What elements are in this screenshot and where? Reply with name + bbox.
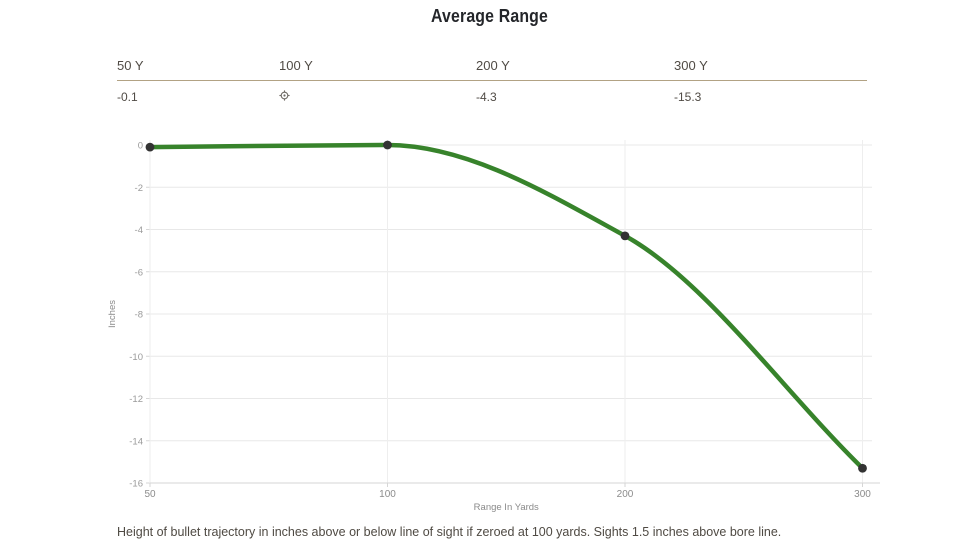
summary-value-300y: -15.3 [674,90,702,104]
summary-values-row: -0.1 -4.3 -15.3 [117,81,867,105]
y-tick-label: -12 [129,394,143,405]
trajectory-summary-table: 50 Y 100 Y 200 Y 300 Y -0.1 [117,58,867,105]
page-title: Average Range [430,6,548,26]
y-tick-label: -16 [129,479,143,490]
data-point-marker[interactable] [383,140,392,150]
y-tick-label: -10 [129,352,143,363]
y-axis-title: Inches [107,300,118,328]
summary-header-row: 50 Y 100 Y 200 Y 300 Y [117,58,867,81]
summary-value-100y [279,90,476,105]
scope-icon [279,90,290,105]
summary-value-200y: -4.3 [476,90,497,104]
summary-header-300y: 300 Y [674,58,708,73]
data-point-marker[interactable] [858,463,867,473]
summary-header-100y: 100 Y [279,58,313,73]
y-tick-label: -2 [135,183,143,194]
x-tick-label: 200 [617,489,634,500]
y-tick-label: -8 [135,310,143,321]
summary-header-50y: 50 Y [117,58,144,73]
y-tick-label: -4 [135,225,143,236]
y-tick-label: -6 [135,267,143,278]
y-tick-label: 0 [138,141,143,152]
summary-value-50y: -0.1 [117,90,138,104]
data-point-marker[interactable] [620,231,630,241]
x-axis-title: Range In Yards [474,502,539,513]
chart-caption: Height of bullet trajectory in inches ab… [117,525,782,539]
x-tick-label: 50 [144,489,156,500]
x-tick-label: 300 [854,489,871,500]
y-tick-label: -14 [129,436,143,447]
summary-header-200y: 200 Y [476,58,510,73]
trajectory-line [147,142,865,471]
data-point-marker[interactable] [145,142,155,152]
x-tick-label: 100 [379,489,396,500]
